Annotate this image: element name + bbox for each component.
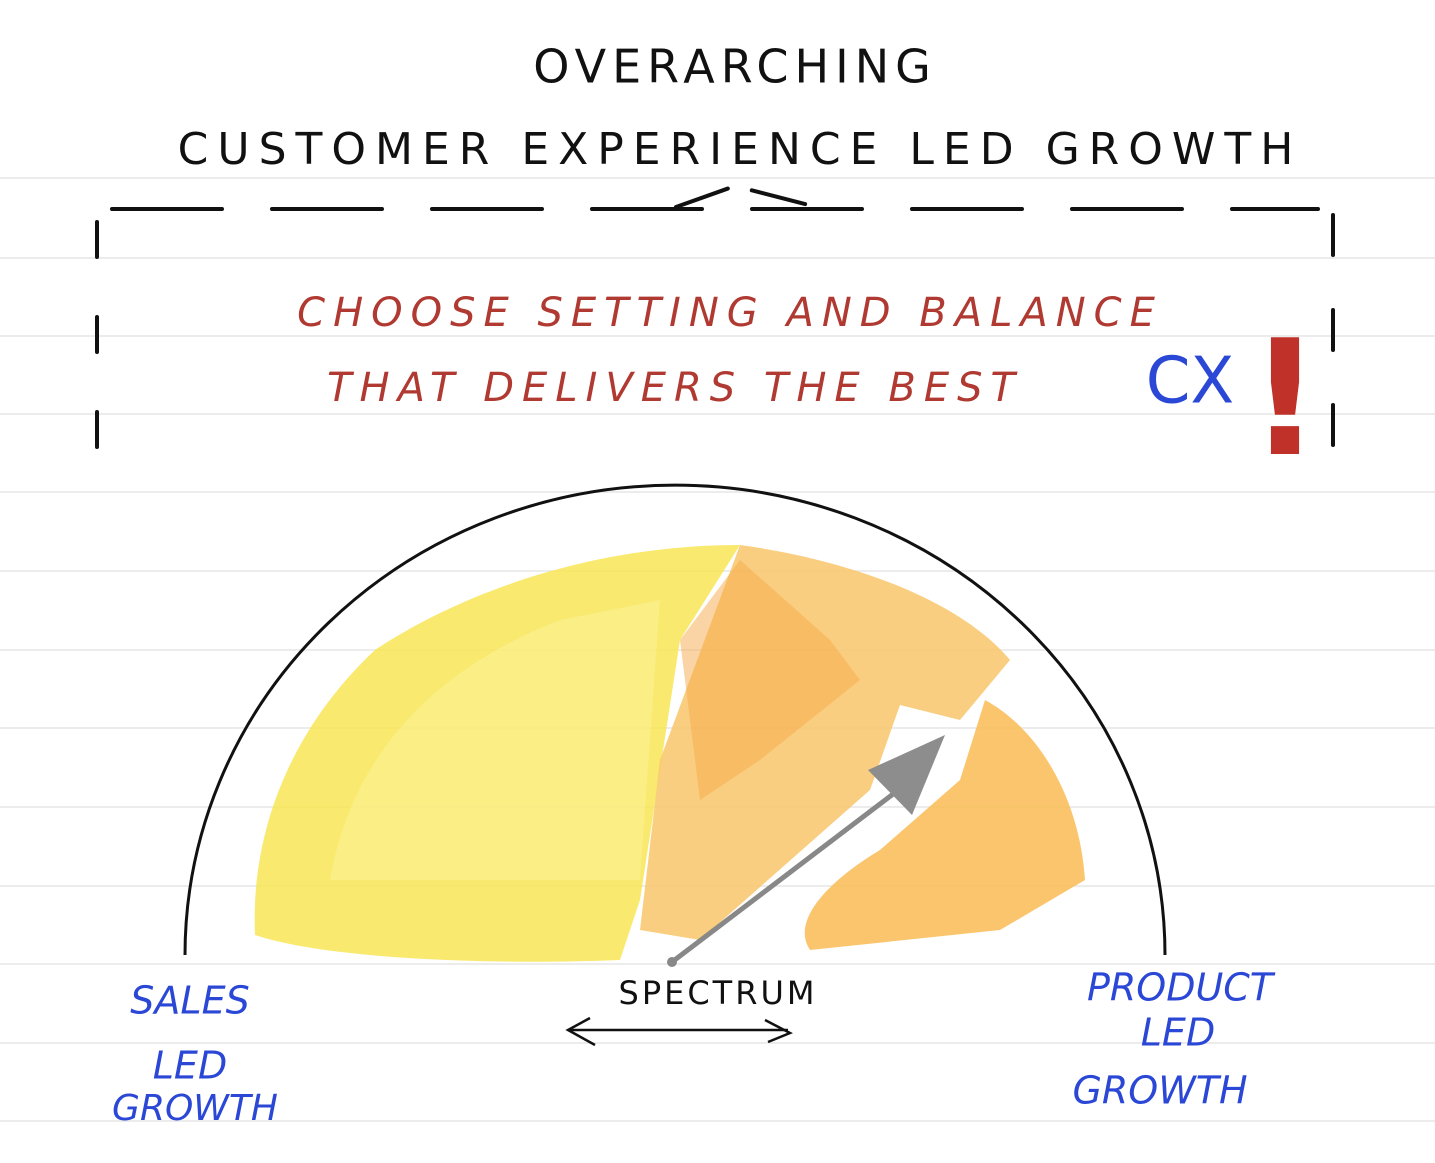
callout-mark: ! [1249, 305, 1322, 492]
callout-line: THAT DELIVERS THE BEST [327, 365, 1023, 411]
title: CUSTOMER EXPERIENCE LED GROWTH [178, 124, 1303, 175]
right-label: GROWTH [1072, 1069, 1247, 1113]
dashed-box [95, 183, 1335, 482]
left-label: LED [153, 1044, 227, 1088]
spectrum-arrow [565, 1016, 793, 1047]
left-label: GROWTH [112, 1088, 278, 1129]
spectrum-label: SPECTRUM [619, 974, 818, 1012]
callout-emphasis: CX [1146, 345, 1235, 419]
right-label: PRODUCT [1087, 966, 1276, 1010]
callout-line: CHOOSE SETTING AND BALANCE [297, 290, 1163, 336]
right-label: LED [1141, 1011, 1215, 1055]
gauge [183, 483, 1167, 967]
left-label: SALES [130, 979, 249, 1023]
eyebrow: OVERARCHING [533, 40, 937, 94]
